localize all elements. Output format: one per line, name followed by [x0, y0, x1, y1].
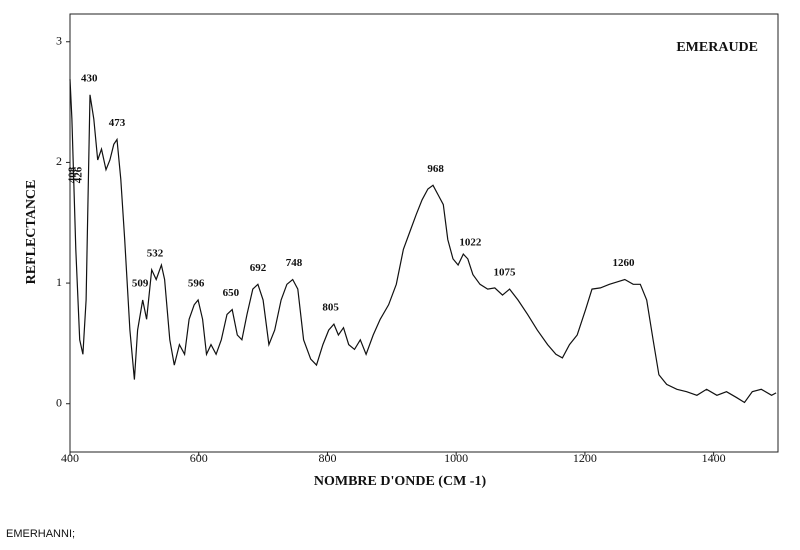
- peak-label: 968: [427, 163, 444, 175]
- x-tick-label: 600: [190, 451, 208, 465]
- peak-label: 1260: [613, 257, 636, 269]
- spectrum-line: [69, 79, 777, 404]
- peak-label: 692: [250, 262, 267, 274]
- peak-label: 1075: [493, 267, 516, 279]
- peak-label: 430: [81, 72, 98, 84]
- x-tick-label: 1000: [444, 451, 468, 465]
- y-axis-label: REFLECTANCE: [24, 180, 39, 285]
- y-tick-label: 3: [56, 34, 62, 48]
- caption: EMERHANNI;: [6, 528, 75, 540]
- peak-label: 650: [223, 287, 240, 299]
- peak-label: 805: [322, 302, 339, 314]
- peak-label: 596: [188, 277, 205, 289]
- peak-label: 426: [73, 166, 85, 183]
- peak-label: 408: [67, 166, 79, 183]
- plot-frame: [69, 13, 779, 453]
- peak-label: 748: [286, 257, 303, 269]
- peak-label: 473: [109, 117, 126, 129]
- x-tick-label: 800: [318, 451, 336, 465]
- chart-title: EMERAUDE: [676, 40, 758, 55]
- y-tick-label: 2: [56, 154, 62, 168]
- peak-label: 532: [147, 247, 164, 259]
- y-tick-label: 0: [56, 395, 62, 409]
- x-axis-label: NOMBRE D'ONDE (CM -1): [314, 474, 487, 489]
- peak-label: 1022: [459, 236, 482, 248]
- x-tick-label: 1200: [573, 451, 597, 465]
- peak-label: 509: [132, 277, 149, 289]
- x-tick-label: 1400: [702, 451, 726, 465]
- y-tick-label: 1: [56, 275, 62, 289]
- x-tick-label: 400: [61, 451, 79, 465]
